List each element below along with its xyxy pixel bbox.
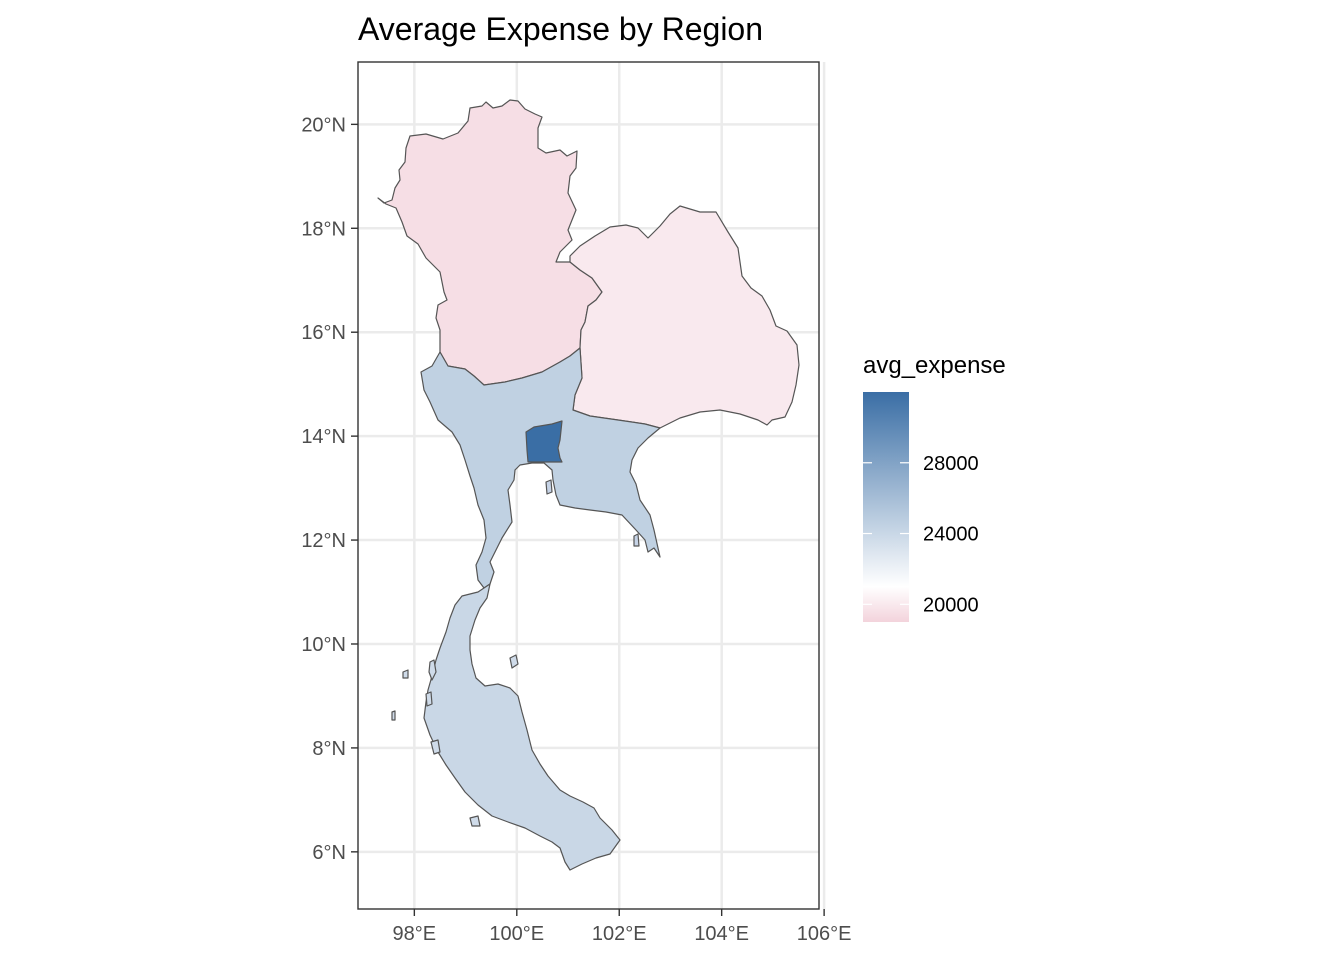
y-tick-label: 12°N [301, 530, 346, 552]
map-layer [377, 99, 800, 871]
region-south-island [430, 739, 441, 755]
x-tick-label: 100°E [489, 923, 544, 945]
region-south-island [402, 669, 409, 679]
chart-title: Average Expense by Region [358, 11, 763, 47]
region-central-island [633, 533, 640, 547]
x-tick-label: 104°E [694, 923, 749, 945]
region-south-island [509, 654, 519, 669]
y-tick-label: 8°N [312, 738, 346, 760]
x-tick-label: 98°E [393, 923, 437, 945]
region-south-island [469, 815, 481, 827]
region-bangkok[interactable] [525, 420, 563, 463]
y-tick-label: 20°N [301, 114, 346, 136]
legend-ticks: 28000 24000 20000 [863, 453, 979, 616]
legend-label: 28000 [923, 453, 979, 475]
legend-title: avg_expense [863, 352, 1006, 379]
region-south-island [391, 710, 396, 721]
region-south-island [428, 659, 437, 681]
y-tick-label: 16°N [301, 322, 346, 344]
legend-colorbar [863, 392, 909, 622]
y-tick-label: 10°N [301, 634, 346, 656]
region-south-island [425, 691, 433, 707]
legend: avg_expense 28000 24000 20000 [863, 352, 1006, 622]
region-central-island [545, 479, 553, 495]
axes: 98°E 100°E 102°E 104°E 106°E 20°N 18°N 16°N 14°N… [301, 114, 851, 945]
y-tick-label: 14°N [301, 426, 346, 448]
plot-panel-border [357, 61, 820, 910]
x-tick-label: 102°E [592, 923, 647, 945]
region-central[interactable] [420, 347, 661, 589]
legend-label: 24000 [923, 524, 979, 546]
y-tick-label: 6°N [312, 842, 346, 864]
x-tick-label: 106°E [797, 923, 852, 945]
y-tick-label: 18°N [301, 218, 346, 240]
legend-label: 20000 [923, 594, 979, 616]
region-north[interactable] [377, 99, 603, 386]
